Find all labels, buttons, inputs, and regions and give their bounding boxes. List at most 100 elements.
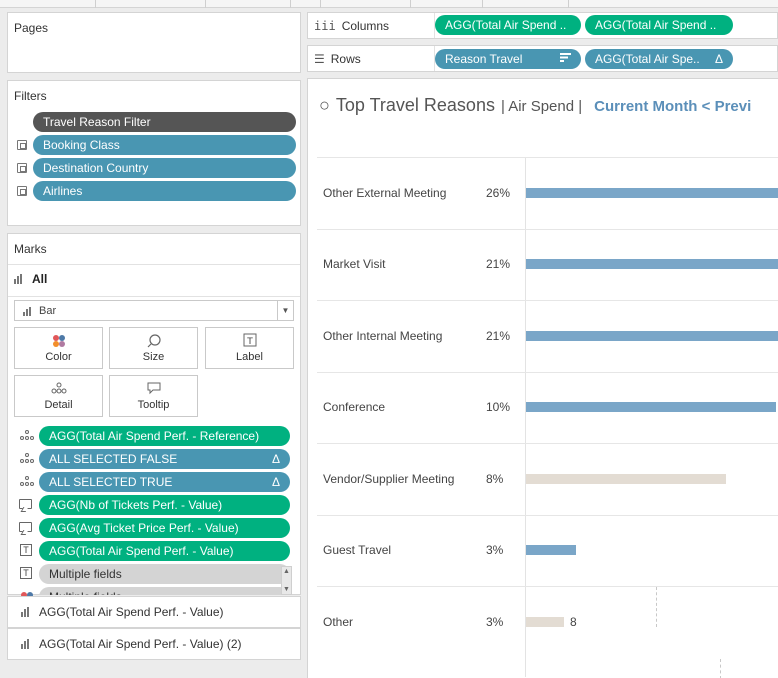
marks-field-pill[interactable]: AGG(Total Air Spend Perf. - Reference) bbox=[39, 426, 290, 446]
columns-icon: iii bbox=[314, 18, 336, 33]
columns-label: Columns bbox=[341, 18, 390, 33]
tooltip-icon bbox=[110, 381, 197, 399]
filter-card-icon bbox=[17, 140, 27, 150]
label-t-icon: T bbox=[20, 567, 32, 579]
filter-card-icon bbox=[17, 186, 27, 196]
marks-field-pill[interactable]: AGG(Total Air Spend Perf. - Value) bbox=[39, 541, 290, 561]
marks-scrollbar[interactable]: ▲ ▼ bbox=[281, 566, 292, 595]
marks-card-value2-tab[interactable]: AGG(Total Air Spend Perf. - Value) (2) bbox=[7, 628, 301, 660]
marks-field-pill[interactable]: AGG(Nb of Tickets Perf. - Value) bbox=[39, 495, 290, 515]
svg-text:T: T bbox=[246, 337, 253, 347]
row-share-label: 26% bbox=[486, 185, 511, 200]
rows-pill-measure[interactable]: AGG(Total Air Spe.. Δ bbox=[585, 49, 733, 69]
row-share-label: 21% bbox=[486, 328, 511, 343]
row-share-label: 3% bbox=[486, 543, 504, 558]
chevron-down-icon[interactable]: ▼ bbox=[277, 301, 293, 320]
marks-field-pill[interactable]: Multiple fields bbox=[39, 564, 290, 584]
marks-field-pill[interactable]: ALL SELECTED TRUE Δ bbox=[39, 472, 290, 492]
bar-mark[interactable] bbox=[526, 473, 726, 484]
tooltip-icon bbox=[19, 499, 32, 509]
marks-field-pill[interactable]: ALL SELECTED FALSE Δ bbox=[39, 449, 290, 469]
color-dots-icon bbox=[15, 333, 102, 351]
detail-icon bbox=[20, 476, 34, 488]
columns-pill[interactable]: AGG(Total Air Spend .. bbox=[435, 15, 581, 35]
view-title-row: ○ Top Travel Reasons | Air Spend | Curre… bbox=[319, 95, 751, 116]
bar-chart-icon bbox=[23, 306, 31, 316]
color-dots-icon bbox=[20, 590, 34, 596]
detail-button[interactable]: Detail bbox=[14, 375, 103, 417]
detail-dots-icon bbox=[15, 381, 102, 399]
mark-type-value: Bar bbox=[39, 304, 57, 317]
row-label[interactable]: Other bbox=[323, 614, 354, 629]
row-label[interactable]: Vendor/Supplier Meeting bbox=[323, 471, 455, 486]
row-label[interactable]: Other External Meeting bbox=[323, 185, 447, 200]
filter-card-icon bbox=[17, 163, 27, 173]
marks-title: Marks bbox=[14, 242, 47, 256]
divider bbox=[8, 264, 300, 265]
bar-mark[interactable] bbox=[526, 330, 778, 341]
worksheet-view[interactable]: ○ Top Travel Reasons | Air Spend | Curre… bbox=[307, 78, 778, 678]
mark-type-dropdown[interactable]: Bar ▼ bbox=[14, 300, 294, 321]
delta-icon: Δ bbox=[714, 52, 723, 66]
tooltip-button[interactable]: Tooltip bbox=[109, 375, 198, 417]
rows-icon: ☰ bbox=[314, 51, 325, 66]
divider bbox=[8, 296, 300, 297]
marks-all-label: All bbox=[32, 272, 48, 286]
row-divider bbox=[317, 371, 778, 373]
bar-mark[interactable] bbox=[526, 402, 776, 413]
bar-mark[interactable] bbox=[526, 259, 778, 270]
delta-icon: Δ bbox=[271, 475, 280, 489]
marks-card-value-tab[interactable]: AGG(Total Air Spend Perf. - Value) bbox=[7, 596, 301, 628]
toolbar-strip bbox=[0, 0, 778, 8]
view-subtitle: | Air Spend | bbox=[500, 98, 583, 115]
marks-all-tab[interactable]: All bbox=[14, 272, 47, 286]
tooltip-icon bbox=[19, 522, 32, 532]
row-share-label: 21% bbox=[486, 257, 511, 272]
bar-chart-icon bbox=[21, 639, 29, 649]
reference-line bbox=[656, 587, 657, 627]
reference-line bbox=[720, 659, 721, 678]
pages-title: Pages bbox=[14, 21, 49, 35]
row-divider bbox=[317, 514, 778, 516]
row-label[interactable]: Guest Travel bbox=[323, 543, 392, 558]
color-button[interactable]: Color bbox=[14, 327, 103, 369]
period-comparison-link[interactable]: Current Month < Previ bbox=[594, 98, 752, 115]
rows-label: Rows bbox=[330, 51, 361, 66]
marks-field-clipped[interactable]: Multiple fields bbox=[39, 587, 290, 595]
sort-descending-icon[interactable] bbox=[560, 49, 571, 69]
bar-mark[interactable] bbox=[526, 616, 564, 627]
filter-destination-country[interactable]: Destination Country bbox=[33, 158, 296, 178]
marks-field-pill[interactable]: AGG(Avg Ticket Price Perf. - Value) bbox=[39, 518, 290, 538]
columns-pill[interactable]: AGG(Total Air Spend .. bbox=[585, 15, 733, 35]
size-button[interactable]: Size bbox=[109, 327, 198, 369]
row-label[interactable]: Market Visit bbox=[323, 257, 386, 272]
filter-travel-reason[interactable]: Travel Reason Filter bbox=[33, 112, 296, 132]
row-share-label: 3% bbox=[486, 614, 504, 629]
label-t-icon: T bbox=[20, 544, 32, 556]
label-button[interactable]: T Label bbox=[205, 327, 294, 369]
rows-pill-reason-travel[interactable]: Reason Travel bbox=[435, 49, 581, 69]
bar-chart-icon bbox=[21, 607, 29, 617]
scroll-up-icon[interactable]: ▲ bbox=[283, 568, 290, 575]
row-share-label: 8% bbox=[486, 471, 504, 486]
bar-mark[interactable] bbox=[526, 545, 576, 556]
row-share-label: 10% bbox=[486, 400, 511, 415]
row-divider bbox=[317, 228, 778, 230]
size-icon bbox=[110, 333, 197, 351]
row-label[interactable]: Other Internal Meeting bbox=[323, 328, 443, 343]
detail-icon bbox=[20, 453, 34, 465]
bar-mark[interactable] bbox=[526, 187, 778, 198]
row-divider bbox=[317, 157, 778, 158]
pages-card[interactable]: Pages bbox=[7, 12, 301, 73]
label-t-icon: T bbox=[206, 333, 293, 351]
filters-title: Filters bbox=[14, 89, 47, 103]
filter-airlines[interactable]: Airlines bbox=[33, 181, 296, 201]
row-divider bbox=[317, 443, 778, 444]
row-label[interactable]: Conference bbox=[323, 400, 386, 415]
filter-booking-class[interactable]: Booking Class bbox=[33, 135, 296, 155]
bar-chart-icon bbox=[14, 274, 22, 284]
detail-icon bbox=[20, 430, 34, 442]
bar-value-label: 8 bbox=[570, 614, 577, 629]
scroll-down-icon[interactable]: ▼ bbox=[283, 586, 290, 593]
row-divider bbox=[317, 300, 778, 301]
